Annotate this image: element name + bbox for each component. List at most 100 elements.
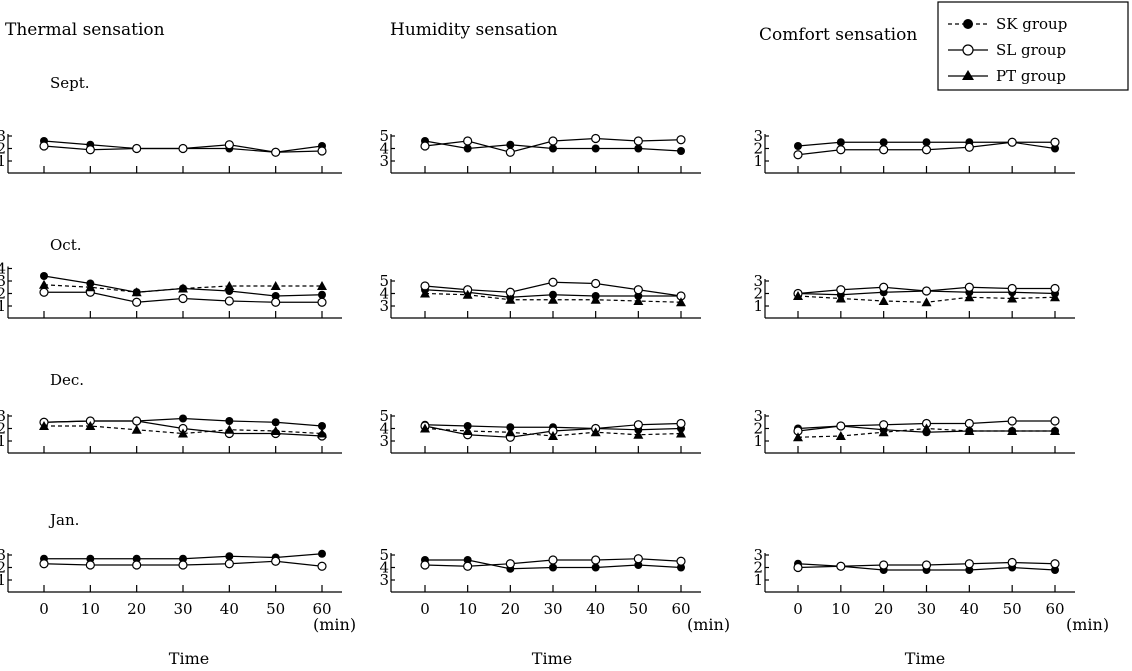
point-sl-humidity-sept [548, 136, 558, 146]
point-pt-thermal-dec [317, 428, 327, 438]
y-tick-label-humidity-sept: 3 [379, 152, 389, 170]
x-tick-label-humidity-jan: 60 [671, 600, 690, 618]
x-tick-label-thermal-jan: 30 [173, 600, 192, 618]
panel-humidity-sept: 345 [379, 127, 701, 174]
point-sl-humidity-jan [633, 554, 643, 564]
point-sl-comfort-sept [1007, 137, 1017, 147]
x-tick-label-thermal-jan: 40 [220, 600, 239, 618]
point-sl-comfort-dec [1007, 416, 1017, 426]
y-tick-label-thermal-oct: 3 [0, 272, 6, 290]
point-sk-comfort-sept [794, 142, 802, 150]
y-tick-label-humidity-oct: 5 [379, 272, 389, 290]
y-tick-label-thermal-sept: 2 [0, 140, 6, 158]
point-sk-humidity-sept [506, 140, 515, 149]
y-tick-label-comfort-oct: 2 [753, 285, 763, 303]
point-sk-comfort-sept [1051, 144, 1059, 153]
x-tick-label-comfort-jan: 0 [793, 600, 803, 618]
point-sl-comfort-jan [836, 561, 846, 571]
point-sk-humidity-sept [463, 144, 472, 153]
point-sl-comfort-oct [921, 286, 932, 296]
x-tick-label-comfort-jan: 10 [831, 600, 850, 618]
point-sl-humidity-sept [591, 133, 601, 144]
point-pt-thermal-dec [178, 428, 188, 438]
panel-comfort-dec: 123 [753, 407, 1075, 454]
legend-label-sk: SK group [996, 15, 1067, 33]
point-pt-thermal-dec [270, 426, 281, 435]
point-pt-thermal-dec [224, 424, 235, 434]
y-tick-label-thermal-oct: 1 [0, 297, 6, 315]
x-unit-comfort: (min) [1066, 615, 1109, 634]
filled-circle-icon [963, 19, 973, 29]
point-sl-comfort-oct [1050, 283, 1060, 294]
panel-humidity-oct: 345 [379, 272, 701, 319]
column-title-thermal: Thermal sensation [5, 20, 165, 40]
point-sl-thermal-oct [317, 297, 327, 307]
point-sl-thermal-oct [271, 297, 281, 307]
point-sl-humidity-sept [633, 136, 643, 146]
month-label-sept: Sept. [50, 74, 90, 92]
x-tick-label-humidity-jan: 30 [543, 600, 562, 618]
point-pt-humidity-oct [633, 296, 644, 305]
point-pt-humidity-oct [590, 294, 601, 304]
legend-label-pt: PT group [996, 67, 1066, 85]
point-sl-comfort-oct [879, 282, 889, 292]
point-pt-comfort-oct [878, 296, 889, 305]
point-pt-humidity-oct [548, 294, 558, 304]
point-sl-thermal-jan [271, 556, 281, 566]
point-sk-thermal-jan [318, 549, 326, 558]
x-tick-label-comfort-jan: 30 [917, 600, 936, 618]
point-sl-humidity-sept [676, 135, 686, 145]
y-tick-label-comfort-oct: 1 [753, 297, 763, 315]
point-pt-comfort-dec [835, 431, 846, 440]
point-sk-comfort-sept [922, 138, 931, 147]
point-sl-humidity-sept [420, 141, 430, 151]
point-pt-thermal-dec [131, 424, 142, 434]
point-sl-thermal-jan [85, 560, 95, 570]
point-pt-humidity-dec [548, 431, 558, 440]
point-pt-humidity-oct [420, 288, 430, 298]
y-tick-label-thermal-jan: 2 [0, 559, 6, 577]
y-tick-label-humidity-oct: 3 [379, 297, 389, 315]
point-sl-comfort-jan [1007, 557, 1017, 568]
y-tick-label-thermal-dec: 1 [0, 432, 6, 450]
x-unit-humidity: (min) [687, 615, 730, 634]
point-sk-thermal-jan [179, 554, 187, 563]
y-tick-label-humidity-dec: 5 [379, 407, 389, 425]
y-tick-label-comfort-dec: 3 [753, 407, 763, 425]
point-pt-comfort-dec [878, 427, 889, 437]
point-sk-thermal-dec [179, 414, 187, 423]
point-sk-humidity-jan [463, 556, 472, 564]
point-sl-thermal-sept [85, 145, 95, 155]
x-tick-label-comfort-jan: 40 [960, 600, 979, 618]
y-tick-label-comfort-jan: 2 [753, 559, 763, 577]
legend-item-pt: PT group [948, 67, 1066, 85]
point-sl-humidity-jan [505, 559, 515, 569]
point-sl-thermal-dec [132, 416, 142, 426]
y-tick-label-comfort-sept: 3 [753, 127, 763, 145]
point-sk-humidity-sept [591, 144, 600, 153]
column-title-humidity: Humidity sensation [390, 20, 558, 40]
y-tick-label-thermal-sept: 1 [0, 152, 6, 170]
legend-item-sk: SK group [948, 15, 1067, 33]
y-tick-label-comfort-dec: 2 [753, 420, 763, 438]
point-sk-thermal-oct [40, 272, 48, 280]
point-sl-thermal-sept [317, 146, 327, 156]
point-pt-thermal-oct [224, 281, 235, 290]
point-sl-comfort-dec [836, 421, 846, 431]
point-sk-thermal-oct [318, 290, 326, 299]
point-sl-comfort-sept [836, 145, 846, 155]
panel-thermal-dec: 123 [0, 407, 342, 454]
point-sl-comfort-sept [1050, 137, 1060, 147]
x-tick-label-comfort-jan: 20 [874, 600, 893, 618]
x-tick-label-thermal-jan: 10 [81, 600, 100, 618]
point-pt-humidity-oct [505, 294, 516, 304]
point-sk-thermal-dec [225, 417, 234, 425]
y-tick-label-thermal-jan: 3 [0, 546, 6, 564]
point-pt-comfort-oct [1007, 293, 1018, 303]
point-sk-humidity-dec [506, 423, 515, 432]
y-tick-label-humidity-dec: 3 [379, 432, 389, 450]
x-unit-thermal: (min) [313, 615, 356, 634]
point-pt-comfort-dec [964, 426, 975, 435]
